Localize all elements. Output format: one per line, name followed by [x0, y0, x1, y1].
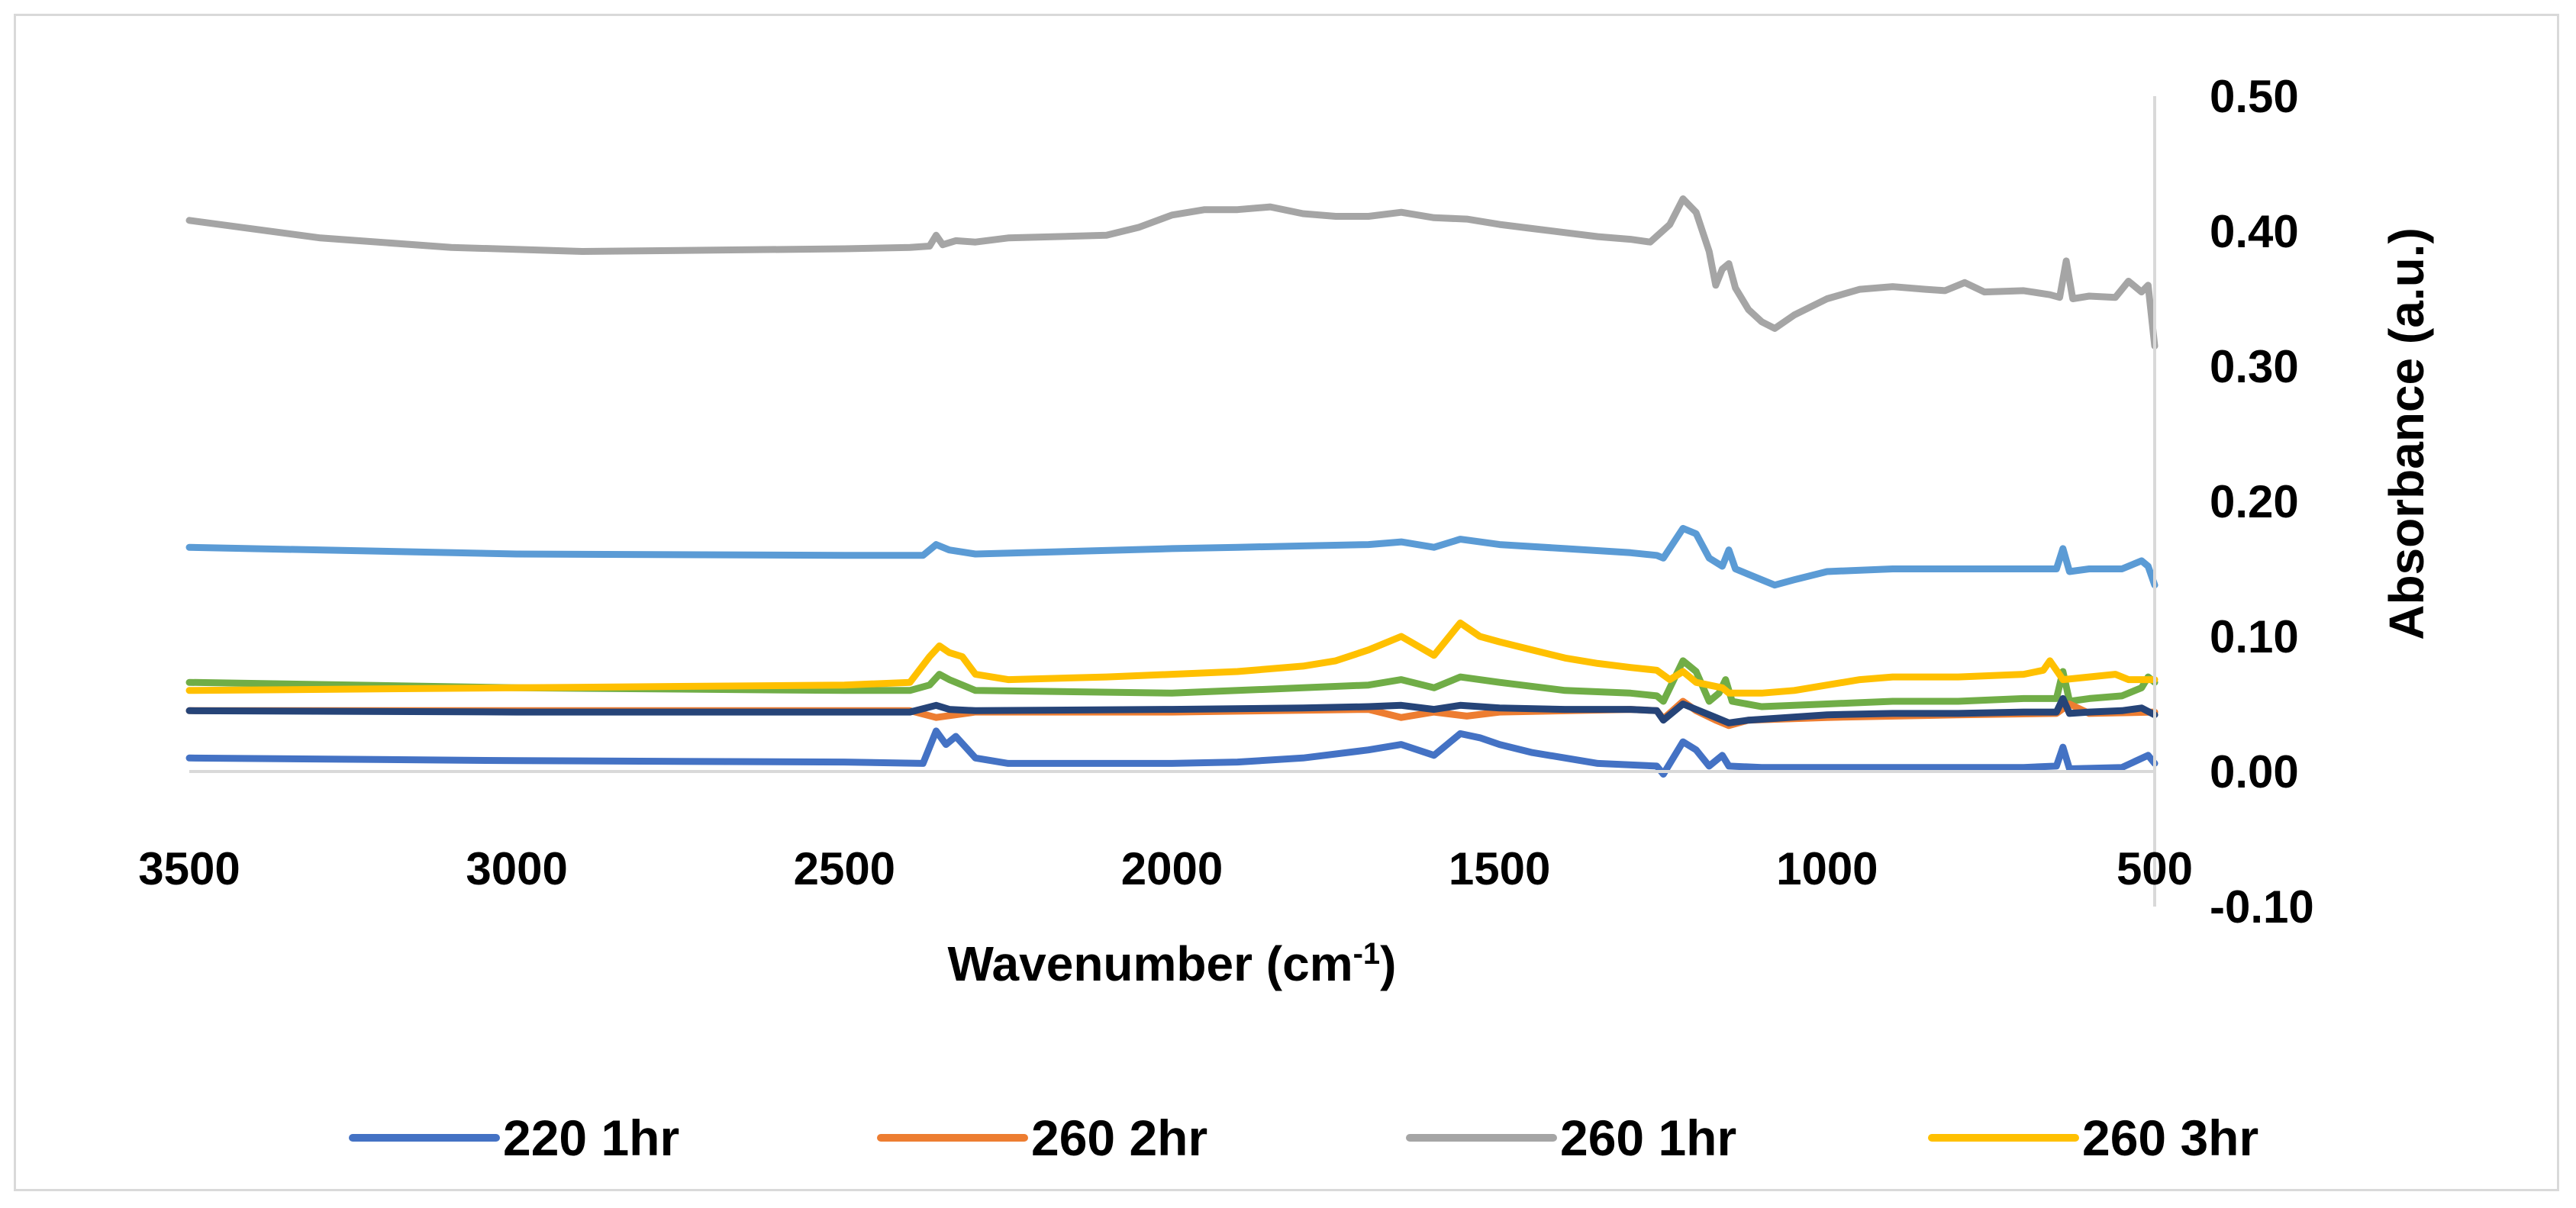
x-axis-title-main: Wavenumber (cm: [948, 936, 1353, 991]
series-line-unlabeled-4: [185, 524, 2158, 589]
y-tick-label: -0.10: [2210, 881, 2314, 933]
series-line-unlabeled-6: [185, 694, 2158, 726]
y-axis-title: Absorbance (a.u.): [2379, 227, 2434, 640]
series-line-260-1hr: [185, 195, 2158, 350]
y-tick-label: 0.20: [2210, 476, 2299, 527]
x-tick-label: 1500: [1449, 843, 1550, 894]
legend-label: 260 1hr: [1560, 1110, 1736, 1166]
series-line-260-3hr: [185, 619, 2158, 697]
chart-frame: [14, 14, 2559, 1191]
y-tick-label: 0.30: [2210, 341, 2299, 392]
series-layer: [185, 195, 2158, 778]
y-tick-labels: 0.50 0.40 0.30 0.20 0.10 0.00 -0.10: [2210, 71, 2314, 933]
y-tick-label: 0.40: [2210, 206, 2299, 257]
legend-label: 260 2hr: [1031, 1110, 1207, 1166]
x-tick-label: 500: [2117, 843, 2193, 894]
series-line-unlabeled-5: [185, 657, 2158, 710]
x-tick-label: 2000: [1121, 843, 1223, 894]
y-tick-label: 0.00: [2210, 746, 2299, 797]
legend: 220 1hr 260 2hr 260 1hr 260 3hr: [349, 1110, 2258, 1166]
x-tick-labels: 3500 3000 2500 2000 1500 1000 500: [138, 843, 2193, 894]
x-axis-title-tail: ): [1380, 936, 1396, 991]
legend-label: 260 3hr: [2082, 1110, 2258, 1166]
x-tick-label: 1000: [1776, 843, 1878, 894]
series-line-220-1hr: [185, 727, 2158, 778]
x-axis-title-superscript: -1: [1353, 937, 1381, 971]
x-tick-label: 3000: [466, 843, 567, 894]
legend-label: 220 1hr: [503, 1110, 679, 1166]
x-axis-title: Wavenumber (cm-1): [948, 936, 1397, 991]
x-tick-label: 3500: [138, 843, 240, 894]
x-tick-label: 2500: [794, 843, 895, 894]
y-tick-label: 0.50: [2210, 71, 2299, 122]
y-tick-label: 0.10: [2210, 611, 2299, 662]
